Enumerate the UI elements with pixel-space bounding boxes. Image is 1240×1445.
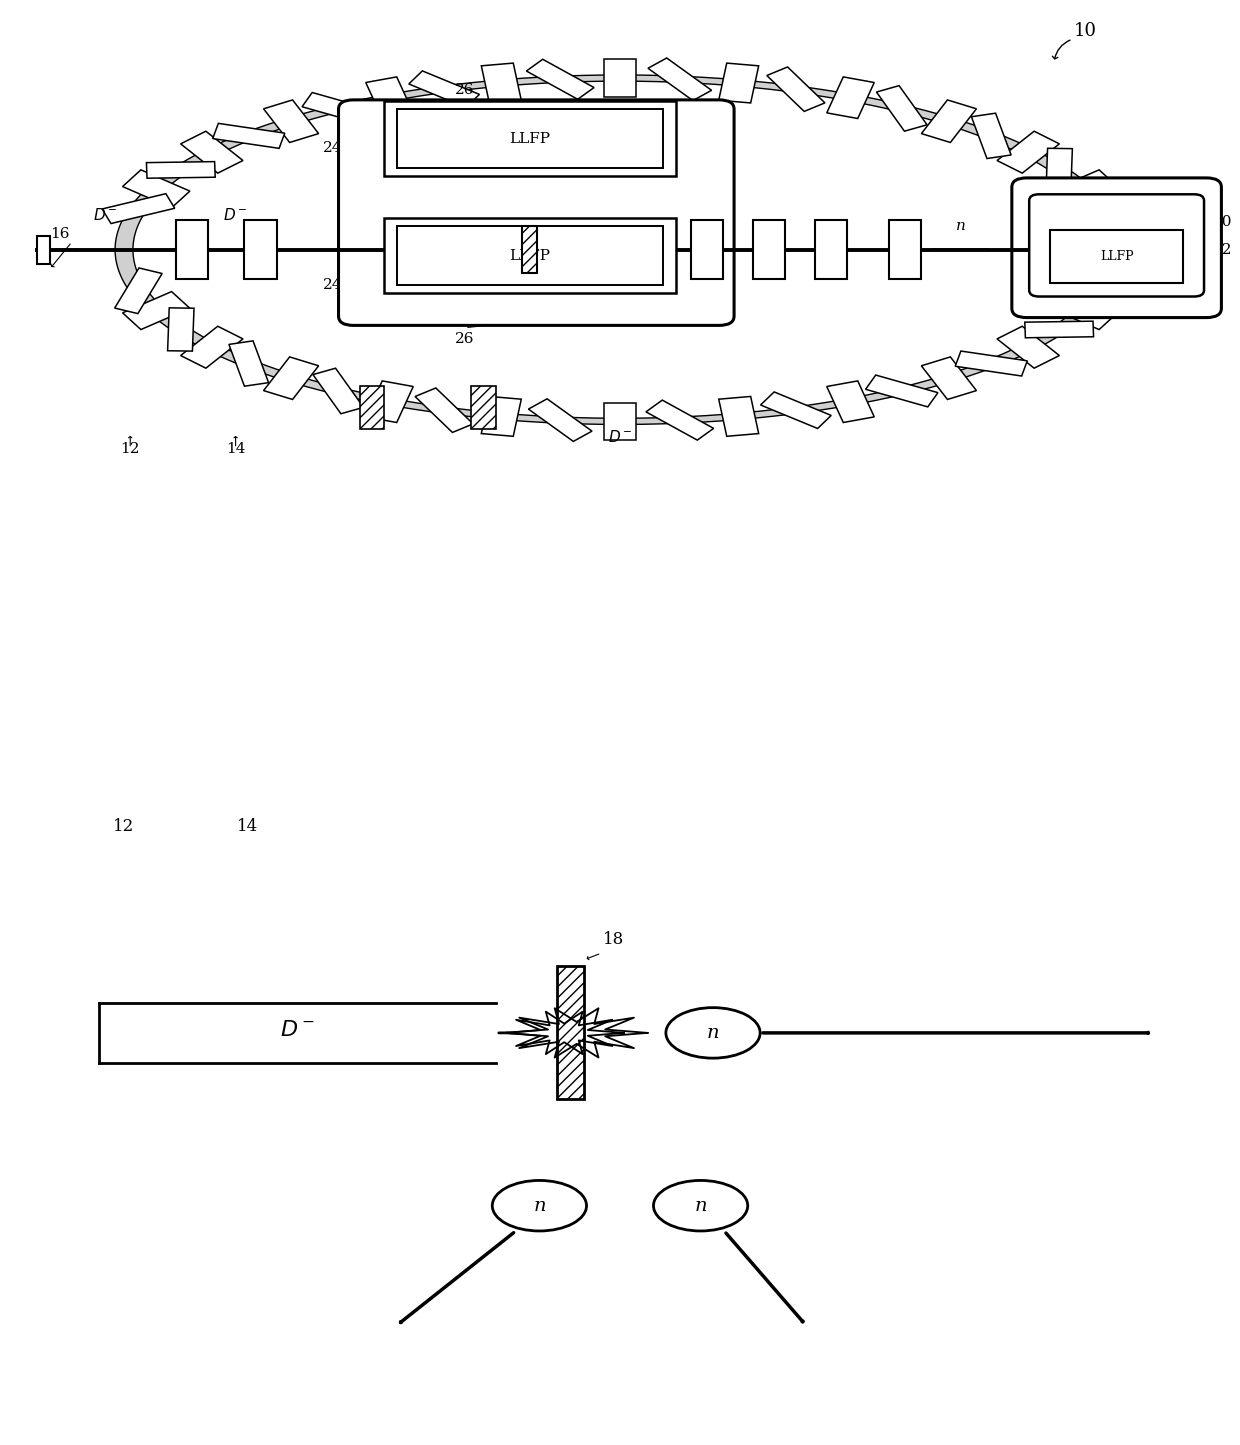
- Bar: [312, 368, 363, 413]
- Text: 12: 12: [120, 442, 140, 455]
- Polygon shape: [505, 1011, 624, 1053]
- Bar: [146, 162, 216, 178]
- Text: $D^-$: $D^-$: [93, 207, 118, 223]
- Bar: [604, 403, 636, 441]
- Text: n: n: [956, 220, 966, 233]
- Bar: [366, 381, 413, 422]
- Bar: [827, 381, 874, 422]
- Text: 20: 20: [1213, 215, 1233, 230]
- Bar: [415, 387, 474, 432]
- Bar: [827, 77, 874, 118]
- Bar: [971, 113, 1011, 159]
- Bar: [481, 64, 521, 103]
- Bar: [264, 357, 319, 399]
- Bar: [167, 308, 193, 351]
- Text: 12: 12: [113, 818, 135, 835]
- Bar: [866, 376, 937, 407]
- Bar: [719, 64, 759, 103]
- Bar: [889, 220, 921, 279]
- Bar: [366, 77, 413, 118]
- Bar: [99, 1003, 496, 1064]
- Bar: [766, 66, 825, 111]
- Bar: [176, 220, 208, 279]
- Bar: [123, 292, 190, 329]
- Bar: [646, 400, 713, 441]
- Bar: [397, 227, 663, 285]
- Bar: [181, 131, 243, 173]
- Bar: [102, 194, 175, 224]
- Circle shape: [653, 1181, 748, 1231]
- Text: LLFP: LLFP: [510, 249, 551, 263]
- Text: $D^-$: $D^-$: [280, 1019, 315, 1040]
- Text: n: n: [707, 1025, 719, 1042]
- Bar: [604, 59, 636, 97]
- FancyBboxPatch shape: [339, 100, 734, 325]
- Bar: [557, 967, 584, 1100]
- Bar: [229, 341, 269, 386]
- Bar: [1024, 321, 1094, 338]
- Text: $D^-$: $D^-$: [223, 207, 248, 223]
- Bar: [1050, 171, 1117, 208]
- Bar: [384, 218, 676, 292]
- Text: 16: 16: [50, 227, 69, 241]
- Text: 10: 10: [1074, 22, 1096, 40]
- Bar: [997, 131, 1059, 173]
- Bar: [997, 327, 1059, 368]
- Bar: [955, 351, 1027, 376]
- Bar: [264, 100, 319, 143]
- Bar: [753, 220, 785, 279]
- Text: 24: 24: [322, 277, 342, 292]
- Text: LLFP: LLFP: [510, 131, 551, 146]
- Text: 26: 26: [455, 332, 475, 347]
- Bar: [181, 327, 243, 368]
- Text: LLFP: LLFP: [1100, 250, 1133, 263]
- FancyBboxPatch shape: [1012, 178, 1221, 318]
- Text: 14: 14: [237, 818, 259, 835]
- Bar: [1050, 292, 1117, 329]
- Text: 14: 14: [226, 442, 246, 455]
- Text: 24: 24: [322, 142, 342, 155]
- Bar: [522, 227, 537, 273]
- Text: n: n: [533, 1196, 546, 1215]
- Bar: [397, 110, 663, 168]
- Bar: [384, 101, 676, 176]
- Circle shape: [666, 1007, 760, 1058]
- Bar: [921, 100, 976, 143]
- Bar: [691, 220, 723, 279]
- Text: $D^-$: $D^-$: [608, 429, 632, 445]
- Text: 26: 26: [455, 82, 475, 97]
- Bar: [213, 123, 285, 149]
- FancyBboxPatch shape: [1029, 194, 1204, 296]
- Bar: [719, 396, 759, 436]
- Bar: [123, 171, 190, 208]
- Polygon shape: [506, 1009, 647, 1058]
- Bar: [1050, 230, 1183, 283]
- Bar: [244, 220, 277, 279]
- Bar: [114, 267, 162, 314]
- Text: n: n: [694, 1196, 707, 1215]
- Text: 22: 22: [1213, 243, 1233, 257]
- Bar: [1078, 186, 1126, 231]
- Bar: [303, 92, 374, 124]
- Bar: [37, 236, 50, 264]
- Bar: [1047, 149, 1073, 192]
- Bar: [360, 386, 384, 429]
- Bar: [471, 386, 496, 429]
- Circle shape: [492, 1181, 587, 1231]
- Text: 18: 18: [603, 932, 625, 948]
- Bar: [1065, 276, 1138, 306]
- Bar: [760, 392, 831, 429]
- Bar: [877, 85, 928, 131]
- Bar: [815, 220, 847, 279]
- Bar: [921, 357, 976, 399]
- Text: 18: 18: [570, 130, 590, 143]
- Bar: [528, 399, 591, 441]
- Bar: [481, 396, 521, 436]
- Bar: [409, 71, 480, 107]
- Bar: [527, 59, 594, 100]
- Bar: [649, 58, 712, 101]
- Polygon shape: [115, 75, 1125, 425]
